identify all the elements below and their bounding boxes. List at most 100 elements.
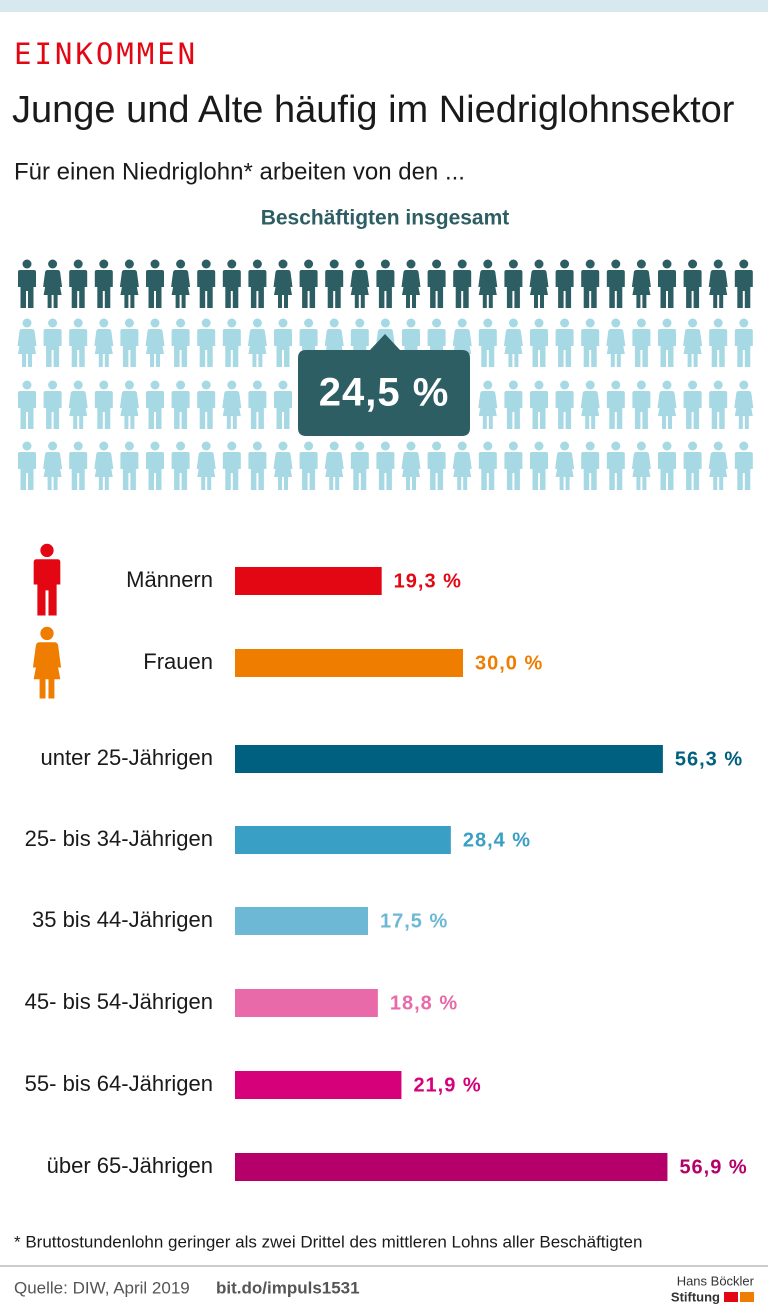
person-icon xyxy=(606,441,625,490)
value-label: 56,3 % xyxy=(675,748,743,770)
bar xyxy=(235,989,378,1017)
link[interactable]: bit.do/impuls1531 xyxy=(216,1278,360,1297)
person-icon xyxy=(94,318,114,367)
value-label: 17,5 % xyxy=(380,910,448,932)
person-icon xyxy=(503,318,523,367)
value-label: 18,8 % xyxy=(390,992,458,1014)
brand: Hans Böckler xyxy=(677,1273,755,1288)
person-icon xyxy=(43,259,63,308)
person-icon xyxy=(709,318,728,367)
person-icon xyxy=(632,318,651,367)
person-icon xyxy=(504,259,523,308)
person-icon xyxy=(427,441,446,490)
person-icon xyxy=(120,318,139,367)
value-label: 21,9 % xyxy=(413,1074,481,1096)
category-label: Frauen xyxy=(143,649,213,674)
kicker: EINKOMMEN xyxy=(14,37,198,71)
person-icon xyxy=(734,259,753,308)
person-icon xyxy=(94,380,113,429)
pictogram-title: Beschäftigten insgesamt xyxy=(261,207,510,230)
category-label: Männern xyxy=(126,567,213,592)
person-icon xyxy=(709,380,728,429)
person-icon xyxy=(197,259,216,308)
person-icon xyxy=(581,259,600,308)
person-icon xyxy=(478,380,498,429)
person-icon xyxy=(658,441,676,490)
person-icon xyxy=(401,259,421,308)
person-icon xyxy=(350,259,370,308)
person-icon xyxy=(146,380,164,429)
female-icon xyxy=(32,626,62,699)
person-icon xyxy=(68,380,88,429)
person-icon xyxy=(708,441,728,490)
category-label: 55- bis 64-Jährigen xyxy=(25,1071,213,1096)
person-icon xyxy=(222,259,241,308)
person-icon xyxy=(734,380,754,429)
person-icon xyxy=(708,259,728,308)
person-icon xyxy=(274,380,292,429)
person-icon xyxy=(145,318,165,367)
pictogram: 24,5 % xyxy=(17,259,754,490)
person-icon xyxy=(683,318,703,367)
source: Quelle: DIW, April 2019 xyxy=(14,1278,190,1297)
person-icon xyxy=(734,441,753,490)
callout-value: 24,5 % xyxy=(319,371,450,415)
person-icon xyxy=(18,441,36,490)
person-icon xyxy=(376,441,395,490)
top-band xyxy=(0,0,768,12)
person-icon xyxy=(658,318,676,367)
person-icon xyxy=(581,318,600,367)
person-icon xyxy=(581,441,600,490)
person-icon xyxy=(632,380,651,429)
person-icon xyxy=(401,441,421,490)
person-icon xyxy=(248,441,267,490)
value-label: 56,9 % xyxy=(679,1156,747,1178)
subtitle: Für einen Niedriglohn* arbeiten von den … xyxy=(14,158,465,185)
person-icon xyxy=(171,441,190,490)
value-label: 19,3 % xyxy=(394,570,462,592)
person-icon xyxy=(17,318,37,367)
person-icon xyxy=(69,441,88,490)
category-label: 45- bis 54-Jährigen xyxy=(25,989,213,1014)
person-icon xyxy=(734,318,753,367)
brand-mark xyxy=(740,1292,754,1302)
person-icon xyxy=(119,259,139,308)
person-icon xyxy=(658,259,676,308)
person-icon xyxy=(478,259,498,308)
bar xyxy=(235,1153,668,1181)
brand-mark xyxy=(724,1292,738,1302)
person-icon xyxy=(683,380,702,429)
person-icon xyxy=(530,441,548,490)
category-label: über 65-Jährigen xyxy=(47,1153,213,1178)
person-icon xyxy=(197,380,216,429)
bar-chart: Männern 19,3 % Frauen 30,0 % unter 25-Jährig… xyxy=(25,567,747,1181)
category-label: 25- bis 34-Jährigen xyxy=(25,826,213,851)
category-label: unter 25-Jährigen xyxy=(41,745,213,770)
person-icon xyxy=(274,318,292,367)
person-icon xyxy=(43,441,63,490)
highlighted-row xyxy=(18,259,753,308)
callout-box xyxy=(298,334,470,436)
person-icon xyxy=(299,259,318,308)
footnote: * Bruttostundenlohn geringer als zwei Dr… xyxy=(14,1232,642,1251)
person-icon xyxy=(555,318,574,367)
person-icon xyxy=(171,259,191,308)
person-icon xyxy=(580,380,600,429)
title: Junge und Alte häufig im Niedriglohnsekt… xyxy=(12,89,735,131)
person-icon xyxy=(248,259,267,308)
person-icon xyxy=(273,441,293,490)
person-icon xyxy=(119,380,139,429)
person-icon xyxy=(478,318,497,367)
person-icon xyxy=(529,259,549,308)
person-icon xyxy=(171,318,190,367)
person-icon xyxy=(350,441,369,490)
person-icon xyxy=(453,259,472,308)
person-icon xyxy=(273,259,293,308)
person-icon xyxy=(683,259,702,308)
person-icon xyxy=(478,441,497,490)
person-icon xyxy=(94,441,114,490)
person-icon xyxy=(299,441,318,490)
person-icon xyxy=(146,441,164,490)
